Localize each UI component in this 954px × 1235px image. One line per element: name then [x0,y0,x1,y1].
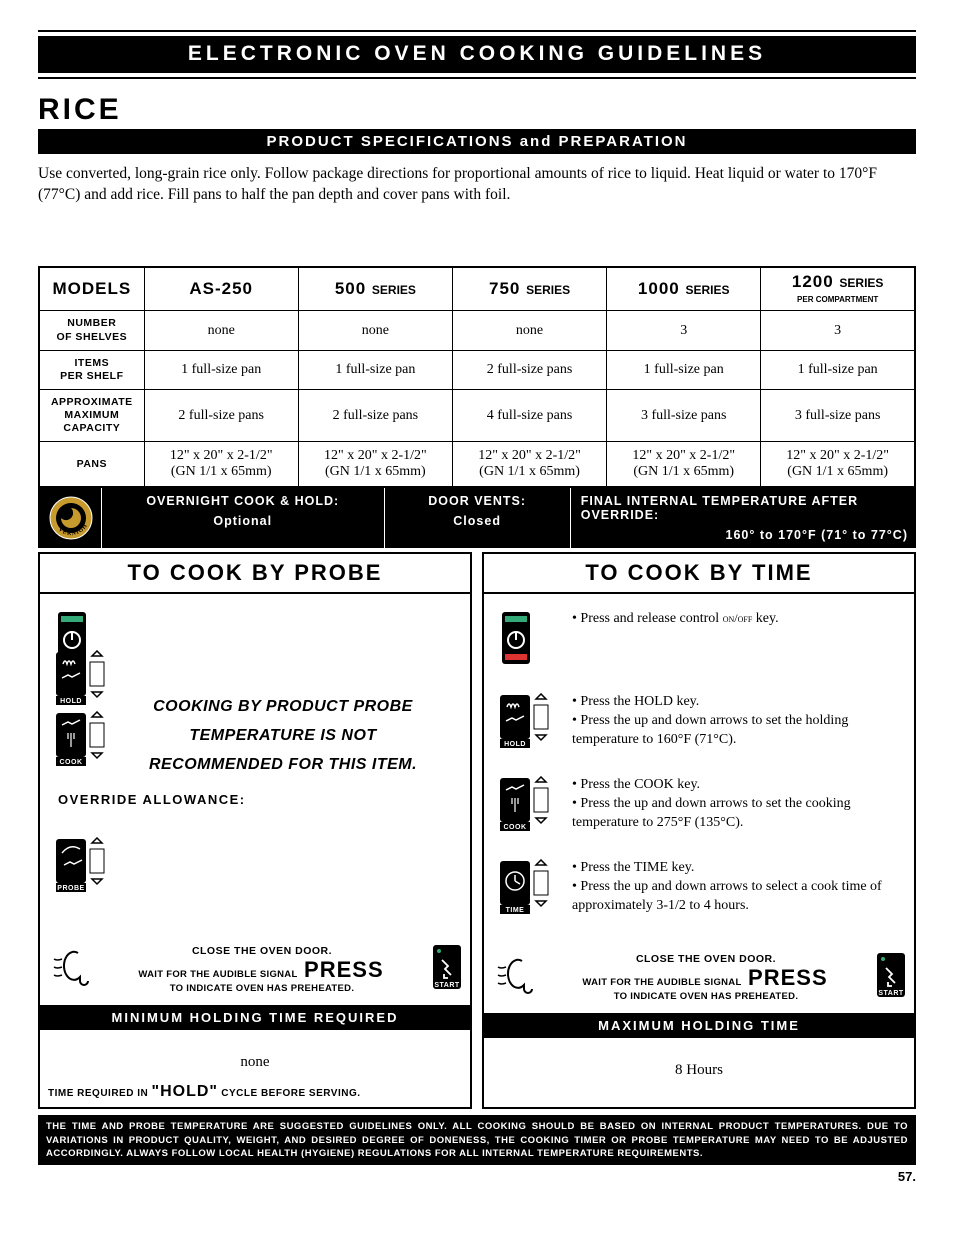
ear-icon [48,947,92,992]
svg-text:PROBE: PROBE [57,885,84,892]
col-hdr-2: 750 SERIES [452,267,606,311]
prep-blurb: Use converted, long-grain rice only. Fol… [38,164,916,206]
spec-cell: 12" x 20" x 2-1/2"(GN 1/1 x 65mm) [144,442,298,488]
spec-cell: 4 full-size pans [452,389,606,441]
col-hdr-3: 1000 SERIES [607,267,761,311]
time-key-icon: TIME [498,859,560,920]
overnight-badge-icon: VERNIGHT [40,488,102,548]
svg-text:HOLD: HOLD [504,741,526,748]
override-label: OVERRIDE ALLOWANCE: [58,792,456,807]
max-hold-value: 8 Hours [484,1038,914,1107]
col-hdr-1: 500 SERIES [298,267,452,311]
spec-cell: 12" x 20" x 2-1/2"(GN 1/1 x 65mm) [607,442,761,488]
col-hdr-0: AS-250 [144,267,298,311]
hold-key-icon: HOLD [498,693,560,754]
time-step4b: Press the up and down arrows to select a… [572,878,900,916]
page-number: 57. [38,1169,916,1184]
spec-cell: 1 full-size pan [607,350,761,389]
spec-cell: 3 full-size pans [607,389,761,441]
onoff-key-icon [498,610,560,671]
spec-cell: 2 full-size pans [144,389,298,441]
spec-banner: PRODUCT SPECIFICATIONS and PREPARATION [38,129,916,154]
min-hold-value: none [40,1030,470,1083]
disclaimer: THE TIME AND PROBE TEMPERATURE ARE SUGGE… [38,1115,916,1165]
svg-text:HOLD: HOLD [60,698,82,705]
svg-text:COOK: COOK [60,759,83,766]
probe-not-recommended: COOKING BY PRODUCT PROBETEMPERATURE IS N… [110,693,456,779]
col-hdr-4: 1200 SERIESPER COMPARTMENT [761,267,915,311]
methods-row: TO COOK BY PROBE COOKING BY PRODUCT PROB… [38,552,916,1109]
svg-text:START: START [434,982,460,989]
spec-cell: 1 full-size pan [761,350,915,389]
time-step4a: Press the TIME key. [572,859,900,878]
svg-text:TIME: TIME [506,907,525,914]
svg-text:START: START [878,990,904,997]
hold-note: TIME REQUIRED IN "HOLD" CYCLE BEFORE SER… [40,1083,470,1107]
time-step3b: Press the up and down arrows to set the … [572,795,900,833]
spec-cell: none [452,311,606,350]
max-hold-banner: MAXIMUM HOLDING TIME [484,1013,914,1038]
min-hold-banner: MINIMUM HOLDING TIME REQUIRED [40,1005,470,1030]
time-close-door: CLOSE THE OVEN DOOR. WAIT FOR THE AUDIBL… [484,952,914,1013]
spec-cell: 3 full-size pans [761,389,915,441]
time-column: TO COOK BY TIME Press and release contro… [482,552,916,1109]
spec-cell: 1 full-size pan [298,350,452,389]
spec-cell: 2 full-size pans [298,389,452,441]
probe-header: TO COOK BY PROBE [40,552,470,594]
spec-cell: none [144,311,298,350]
info-overnight: OVERNIGHT COOK & HOLD: Optional [102,488,385,548]
time-header: TO COOK BY TIME [484,552,914,594]
start-key-icon: START [876,952,906,1003]
cook-key-icon: COOK [54,711,116,772]
row-label: PANS [39,442,144,488]
time-step1: Press and release control on/off key. [572,610,779,629]
spec-cell: 12" x 20" x 2-1/2"(GN 1/1 x 65mm) [761,442,915,488]
row-label: ITEMSPER SHELF [39,350,144,389]
row-label: APPROXIMATEMAXIMUMCAPACITY [39,389,144,441]
col-hdr-models: MODELS [39,267,144,311]
start-key-icon: START [432,944,462,995]
spec-cell: 3 [761,311,915,350]
svg-text:COOK: COOK [504,824,527,831]
model-spec-table: MODELS AS-250 500 SERIES 750 SERIES 1000… [38,266,916,488]
rule-bot [38,77,916,79]
doc-title-banner: ELECTRONIC OVEN COOKING GUIDELINES [38,36,916,73]
food-title: RICE [38,93,916,127]
hold-key-icon: HOLD [54,650,116,711]
probe-close-door: CLOSE THE OVEN DOOR. WAIT FOR THE AUDIBL… [40,944,470,1005]
rule-top [38,30,916,32]
time-step2a: Press the HOLD key. [572,693,900,712]
spec-cell: 3 [607,311,761,350]
ear-icon [492,955,536,1000]
info-vents: DOOR VENTS: Closed [385,488,571,548]
spec-cell: 1 full-size pan [144,350,298,389]
spec-cell: 2 full-size pans [452,350,606,389]
time-step3a: Press the COOK key. [572,776,900,795]
spec-cell: none [298,311,452,350]
spec-cell: 12" x 20" x 2-1/2"(GN 1/1 x 65mm) [298,442,452,488]
cook-key-icon: COOK [498,776,560,837]
time-step2b: Press the up and down arrows to set the … [572,712,900,750]
info-final-temp: FINAL INTERNAL TEMPERATURE AFTER OVERRID… [571,488,914,548]
probe-column: TO COOK BY PROBE COOKING BY PRODUCT PROB… [38,552,472,1109]
row-label: NUMBEROF SHELVES [39,311,144,350]
spec-cell: 12" x 20" x 2-1/2"(GN 1/1 x 65mm) [452,442,606,488]
info-bar: VERNIGHT OVERNIGHT COOK & HOLD: Optional… [38,488,916,548]
probe-key-icon: PROBE [54,837,456,898]
